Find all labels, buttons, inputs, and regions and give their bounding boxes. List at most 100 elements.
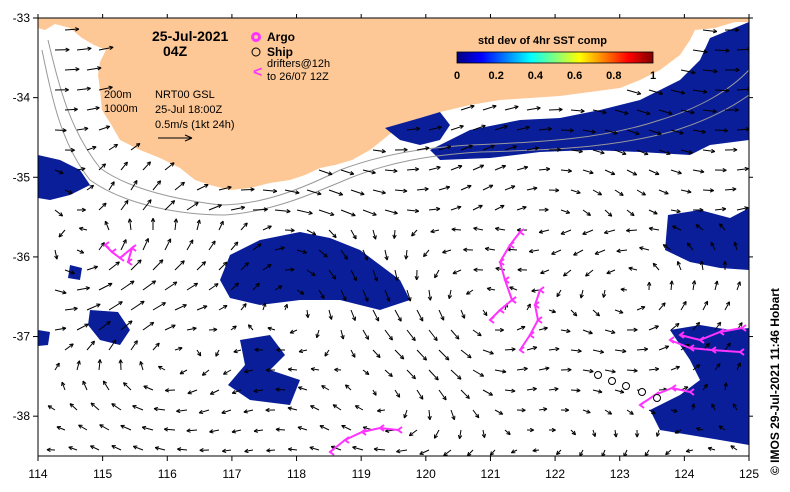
current-arrow-head — [144, 238, 149, 243]
current-arrow-head — [500, 204, 505, 209]
current-arrow-head — [99, 424, 104, 429]
current-arrow-head — [68, 446, 73, 451]
current-arrow-head — [47, 405, 53, 410]
sst-patch-west — [38, 155, 90, 200]
current-arrow — [120, 200, 129, 211]
current-arrow — [196, 349, 202, 357]
current-arrow — [670, 280, 673, 291]
current-arrow-head — [320, 294, 325, 299]
current-arrow — [98, 125, 110, 131]
current-arrow-head — [690, 110, 695, 115]
drifter-tracks — [103, 228, 747, 456]
current-arrow-head — [164, 388, 170, 393]
current-arrow — [328, 189, 343, 196]
drifter-symbol-icon: < — [253, 64, 262, 81]
current-arrow — [504, 106, 519, 111]
current-arrow-head — [372, 391, 377, 396]
current-arrow — [76, 360, 81, 371]
current-arrow — [288, 368, 298, 371]
current-arrow — [142, 238, 149, 251]
current-arrow-head — [276, 347, 281, 353]
colorbar-tick-label: 0.4 — [528, 70, 544, 82]
current-arrow — [604, 229, 616, 234]
current-arrow-head — [90, 340, 96, 346]
current-arrow — [243, 409, 254, 413]
current-arrow — [700, 260, 704, 271]
current-arrow-head — [211, 240, 216, 245]
current-arrow-head — [489, 350, 494, 355]
lat-tick-label: -36 — [13, 250, 31, 264]
lon-tick-label: 121 — [480, 467, 500, 481]
current-arrow-head — [451, 415, 456, 421]
current-arrow-head — [551, 309, 557, 314]
current-arrow-head — [96, 303, 101, 308]
current-arrow-head — [153, 406, 158, 412]
current-arrow-head — [221, 409, 226, 415]
current-arrow-head — [511, 347, 516, 352]
current-arrow-head — [315, 333, 320, 339]
current-arrow — [108, 181, 115, 191]
current-arrow-head — [411, 336, 416, 342]
current-arrow-head — [526, 303, 531, 308]
current-arrow — [384, 249, 388, 261]
current-arrow — [394, 389, 401, 398]
current-arrow — [352, 446, 364, 451]
current-arrow — [531, 289, 540, 292]
current-arrow — [438, 349, 450, 361]
current-arrow-head — [704, 300, 709, 306]
sst-patch-small2 — [68, 265, 82, 280]
current-arrow — [174, 218, 177, 231]
current-arrow — [736, 168, 749, 171]
current-arrow-head — [510, 449, 516, 454]
current-arrow — [680, 109, 695, 114]
current-arrow-head — [82, 380, 87, 385]
current-arrow — [409, 429, 418, 437]
current-arrow — [692, 49, 708, 53]
current-arrow — [76, 323, 89, 331]
current-arrow — [296, 209, 313, 215]
current-arrow-head — [725, 301, 730, 306]
current-arrow-head — [563, 272, 568, 277]
current-arrow — [248, 324, 254, 331]
current-arrow-head — [451, 227, 456, 232]
current-arrow — [324, 349, 330, 357]
current-arrow — [516, 166, 528, 171]
current-arrow — [396, 449, 408, 453]
drifter-marker-icon — [538, 286, 545, 294]
current-arrow-head — [81, 207, 86, 213]
current-arrow-head — [112, 339, 117, 344]
current-arrow — [64, 269, 75, 275]
current-arrow-head — [295, 190, 300, 195]
current-arrow — [428, 409, 431, 420]
current-arrow — [262, 225, 272, 231]
current-arrow — [252, 282, 260, 291]
current-arrow — [516, 368, 528, 371]
scale-arrow-head-icon — [184, 134, 193, 142]
current-arrow-head — [711, 403, 716, 408]
current-arrow-head — [75, 27, 80, 32]
current-arrow-head — [730, 445, 735, 450]
current-arrow-head — [523, 366, 528, 372]
current-arrow — [680, 301, 687, 311]
current-arrow-head — [155, 342, 160, 348]
current-arrow-head — [46, 447, 51, 452]
current-arrow — [111, 403, 122, 411]
current-arrow — [130, 340, 138, 351]
current-arrow-head — [622, 151, 627, 156]
current-arrow — [297, 426, 308, 431]
current-arrow-head — [475, 413, 480, 419]
current-arrow-head — [488, 391, 494, 396]
current-arrow — [560, 329, 571, 332]
current-arrow-head — [414, 276, 419, 281]
current-arrow-head — [132, 404, 137, 410]
current-arrow-head — [511, 388, 516, 393]
current-arrow-head — [419, 395, 424, 400]
current-arrow — [487, 287, 496, 291]
current-arrow — [102, 380, 110, 391]
current-arrow — [614, 189, 624, 196]
current-arrow — [287, 407, 298, 411]
current-arrow-head — [364, 297, 369, 302]
current-arrow — [670, 322, 680, 331]
current-arrow — [648, 129, 662, 135]
current-arrow — [186, 239, 194, 251]
